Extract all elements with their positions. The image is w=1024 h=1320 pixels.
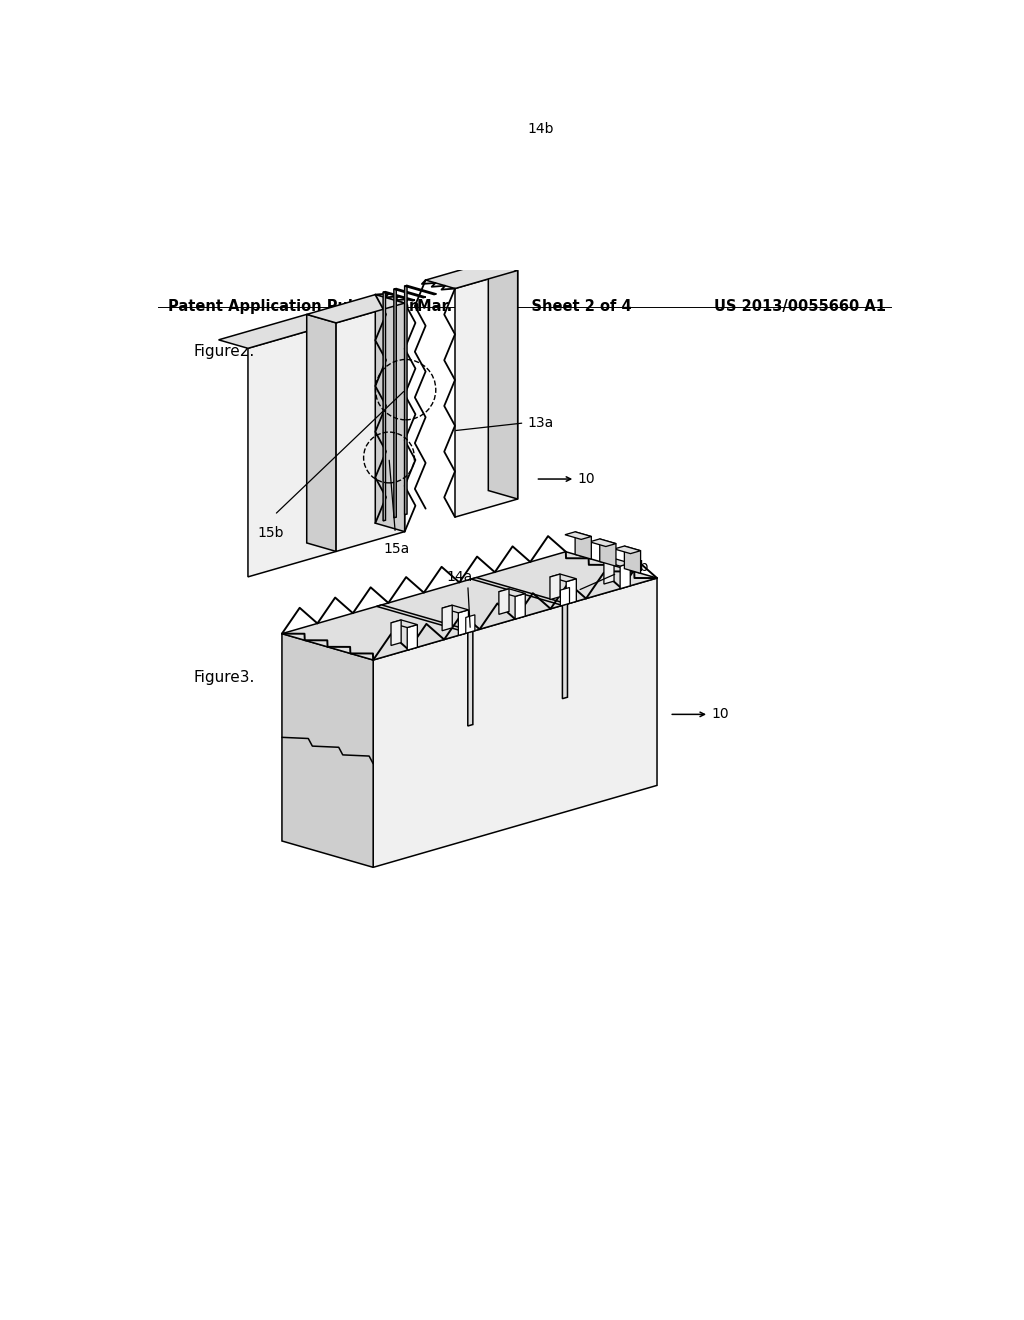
Polygon shape [282,552,657,660]
Polygon shape [515,594,525,619]
Polygon shape [442,605,453,631]
Polygon shape [394,289,396,517]
Polygon shape [560,587,569,606]
Text: 13b: 13b [623,560,649,574]
Polygon shape [218,314,336,348]
Polygon shape [441,148,502,165]
Text: 14a: 14a [446,570,473,585]
Polygon shape [441,160,461,268]
Polygon shape [625,546,641,573]
Polygon shape [499,589,509,614]
Polygon shape [248,323,336,577]
Polygon shape [590,539,616,546]
Polygon shape [394,289,426,298]
Text: Figure3.: Figure3. [194,669,254,685]
Text: 13a: 13a [527,416,554,430]
Polygon shape [566,578,577,605]
Polygon shape [459,610,468,635]
Polygon shape [604,558,630,566]
Polygon shape [600,539,616,566]
Text: 15b: 15b [257,527,284,540]
Polygon shape [471,578,567,606]
Polygon shape [614,546,641,553]
Polygon shape [621,564,630,589]
Polygon shape [499,589,525,597]
Text: Figure2.: Figure2. [194,345,254,359]
Polygon shape [404,285,407,515]
Polygon shape [307,294,404,323]
Polygon shape [455,271,518,517]
Polygon shape [404,285,436,294]
Text: US 2013/0055660 A1: US 2013/0055660 A1 [714,298,886,314]
Text: 14b: 14b [527,123,554,136]
Text: 10: 10 [578,473,595,486]
Polygon shape [604,558,614,583]
Polygon shape [575,532,591,560]
Polygon shape [373,578,657,867]
Polygon shape [468,631,473,726]
Polygon shape [391,620,401,645]
Polygon shape [442,605,468,612]
Polygon shape [488,261,518,499]
Polygon shape [461,153,502,268]
Polygon shape [482,148,502,256]
Polygon shape [466,615,475,634]
Polygon shape [307,314,336,552]
Polygon shape [377,605,473,632]
Polygon shape [383,292,415,301]
Text: Patent Application Publication: Patent Application Publication [168,298,419,314]
Text: 15a: 15a [384,543,410,556]
Polygon shape [375,294,404,532]
Polygon shape [391,620,418,627]
Polygon shape [562,605,567,698]
Text: Mar. 7, 2013  Sheet 2 of 4: Mar. 7, 2013 Sheet 2 of 4 [418,298,632,314]
Polygon shape [282,634,373,867]
Polygon shape [408,624,418,651]
Polygon shape [565,532,591,540]
Polygon shape [336,304,404,552]
Polygon shape [550,574,560,599]
Polygon shape [426,261,518,289]
Polygon shape [550,574,577,582]
Polygon shape [383,292,385,521]
Text: 10: 10 [712,708,729,721]
